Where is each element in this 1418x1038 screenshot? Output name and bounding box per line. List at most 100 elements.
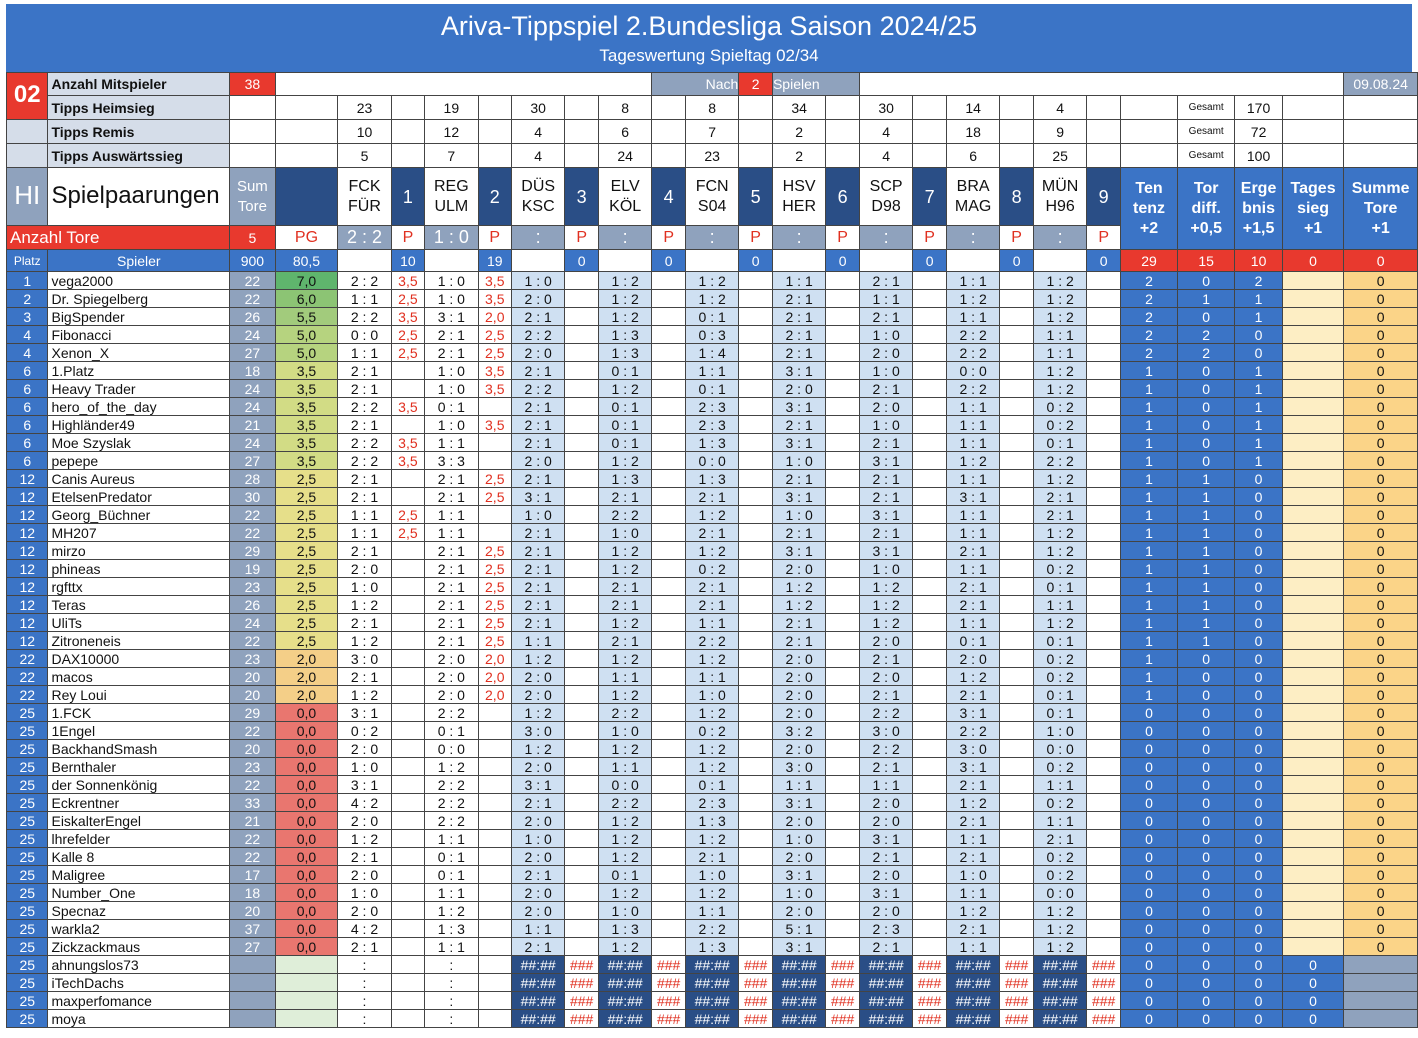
player-tip[interactable]: 2 : 2 <box>684 919 740 938</box>
player-tip[interactable]: 0 : 1 <box>424 397 479 416</box>
player-pg[interactable]: 0,0 <box>274 739 339 758</box>
player-tip[interactable]: 0 : 2 <box>1032 865 1088 884</box>
spacer[interactable] <box>390 119 426 144</box>
player-tip[interactable]: 2 : 1 <box>684 523 740 542</box>
player-tip[interactable]: 2 : 1 <box>424 343 479 362</box>
player-points[interactable] <box>999 505 1034 524</box>
player-sum[interactable] <box>229 955 276 974</box>
player-rank[interactable]: 25 <box>5 919 49 938</box>
player-points[interactable] <box>738 739 773 758</box>
player-points[interactable] <box>738 289 773 308</box>
player-tip[interactable]: 2 : 0 <box>337 865 392 884</box>
player-points[interactable] <box>999 307 1034 326</box>
player-sum[interactable]: 23 <box>229 649 276 668</box>
player-tip[interactable]: 2 : 2 <box>945 325 1001 344</box>
player-bonus[interactable]: 0 <box>1234 991 1283 1010</box>
player-points[interactable] <box>390 667 426 686</box>
player-points[interactable] <box>651 649 686 668</box>
player-bonus[interactable]: 1 <box>1234 397 1283 416</box>
player-bonus[interactable]: 0 <box>1343 847 1418 866</box>
player-points[interactable] <box>825 433 860 452</box>
player-points[interactable]: ### <box>1086 955 1121 974</box>
player-rank[interactable]: 12 <box>5 631 49 650</box>
player-tip[interactable]: 2 : 2 <box>945 379 1001 398</box>
player-bonus[interactable]: 0 <box>1177 829 1236 848</box>
player-tip[interactable]: 2 : 1 <box>510 397 566 416</box>
player-tip[interactable]: 1 : 2 <box>597 613 653 632</box>
player-points[interactable] <box>1086 415 1121 434</box>
player-tip[interactable]: 1 : 1 <box>424 523 479 542</box>
player-points[interactable] <box>1086 451 1121 470</box>
player-points[interactable] <box>1086 487 1121 506</box>
player-points[interactable] <box>564 307 599 326</box>
player-tip[interactable]: 2 : 2 <box>597 703 653 722</box>
player-points[interactable] <box>1086 649 1121 668</box>
player-bonus[interactable]: 0 <box>1343 757 1418 776</box>
player-bonus[interactable]: 1 <box>1177 289 1236 308</box>
player-points[interactable] <box>651 397 686 416</box>
player-bonus[interactable]: 1 <box>1119 523 1179 542</box>
player-points[interactable] <box>564 811 599 830</box>
player-bonus[interactable]: 0 <box>1234 523 1283 542</box>
spacer[interactable] <box>825 95 860 120</box>
player-rank[interactable]: 12 <box>5 595 49 614</box>
player-tip[interactable]: 0 : 2 <box>1032 649 1088 668</box>
player-bonus[interactable]: 0 <box>1177 955 1236 974</box>
player-tip[interactable]: 1 : 2 <box>684 271 740 290</box>
player-rank[interactable]: 6 <box>5 379 49 398</box>
player-tip[interactable]: 2 : 1 <box>1032 487 1088 506</box>
player-rank[interactable]: 25 <box>5 757 49 776</box>
player-tip[interactable]: 1 : 1 <box>337 343 392 362</box>
player-tip[interactable]: 2 : 3 <box>684 397 740 416</box>
player-points[interactable] <box>912 487 947 506</box>
spacer[interactable] <box>1281 95 1345 120</box>
player-points[interactable] <box>738 595 773 614</box>
player-bonus[interactable]: 0 <box>1119 739 1179 758</box>
pg-label[interactable]: PG <box>274 225 339 250</box>
player-tip[interactable]: 1 : 1 <box>337 523 392 542</box>
player-bonus[interactable]: 0 <box>1177 721 1236 740</box>
player-bonus[interactable]: 0 <box>1234 559 1283 578</box>
player-bonus[interactable] <box>1281 469 1345 488</box>
player-tip[interactable]: 2 : 1 <box>510 577 566 596</box>
player-bonus[interactable]: 0 <box>1177 739 1236 758</box>
player-tip[interactable]: 2 : 0 <box>510 811 566 830</box>
player-tip[interactable]: ##:## <box>510 955 566 974</box>
tipp-count-auswaerts[interactable]: 2 <box>771 143 827 168</box>
player-points[interactable] <box>651 451 686 470</box>
player-points[interactable]: 2,5 <box>390 523 426 542</box>
player-points[interactable]: 2,5 <box>477 487 512 506</box>
player-points[interactable]: 2,5 <box>477 559 512 578</box>
player-tip[interactable]: 2 : 0 <box>337 901 392 920</box>
player-points[interactable]: ### <box>912 991 947 1010</box>
player-points[interactable] <box>912 937 947 956</box>
player-bonus[interactable]: 1 <box>1119 361 1179 380</box>
player-tip[interactable]: 2 : 2 <box>424 703 479 722</box>
player-tip[interactable]: 1 : 0 <box>771 451 827 470</box>
player-points[interactable] <box>564 739 599 758</box>
player-points[interactable] <box>1086 721 1121 740</box>
spacer[interactable] <box>337 249 392 272</box>
player-points[interactable] <box>999 721 1034 740</box>
player-bonus[interactable] <box>1343 973 1418 992</box>
player-points[interactable] <box>912 685 947 704</box>
player-bonus[interactable]: 0 <box>1234 937 1283 956</box>
player-tip[interactable]: 3 : 1 <box>858 541 914 560</box>
player-bonus[interactable]: 0 <box>1234 757 1283 776</box>
player-tip[interactable]: 1 : 2 <box>684 757 740 776</box>
player-points[interactable]: 3,5 <box>390 397 426 416</box>
player-points[interactable] <box>390 631 426 650</box>
player-bonus[interactable]: 0 <box>1343 523 1418 542</box>
player-bonus[interactable]: 1 <box>1119 433 1179 452</box>
player-points[interactable] <box>651 631 686 650</box>
spacer[interactable] <box>274 119 339 144</box>
player-points[interactable] <box>825 793 860 812</box>
player-bonus[interactable]: 1 <box>1177 487 1236 506</box>
match-teams[interactable]: FCN S04 <box>684 167 740 226</box>
player-bonus[interactable]: 0 <box>1234 325 1283 344</box>
player-tip[interactable]: 1 : 0 <box>510 505 566 524</box>
player-bonus[interactable]: 0 <box>1119 919 1179 938</box>
player-tip[interactable]: 1 : 0 <box>858 415 914 434</box>
player-bonus[interactable]: 0 <box>1343 487 1418 506</box>
player-points[interactable] <box>1086 847 1121 866</box>
